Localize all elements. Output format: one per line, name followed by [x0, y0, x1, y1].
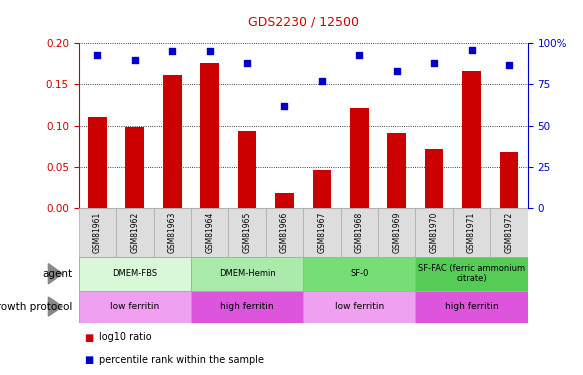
Text: GSM81965: GSM81965 [243, 212, 251, 254]
Bar [79, 257, 191, 291]
Text: ■: ■ [85, 355, 94, 365]
Bar [191, 208, 229, 257]
Bar [500, 152, 518, 208]
Text: low ferritin: low ferritin [335, 302, 384, 311]
Text: percentile rank within the sample: percentile rank within the sample [99, 355, 264, 365]
Point [205, 48, 215, 54]
Text: SF-FAC (ferric ammonium
citrate): SF-FAC (ferric ammonium citrate) [418, 264, 525, 284]
Text: high ferritin: high ferritin [445, 302, 498, 311]
Bar [191, 291, 303, 322]
Bar [425, 149, 444, 208]
Bar [191, 257, 303, 291]
Text: growth protocol: growth protocol [0, 302, 73, 312]
Bar [266, 208, 303, 257]
Text: DMEM-FBS: DMEM-FBS [113, 269, 157, 278]
Polygon shape [48, 264, 62, 284]
Point [392, 68, 401, 74]
Text: SF-0: SF-0 [350, 269, 368, 278]
Bar [340, 208, 378, 257]
Bar [453, 208, 490, 257]
Text: GSM81971: GSM81971 [467, 212, 476, 253]
Bar [88, 117, 107, 208]
Bar [415, 208, 453, 257]
Text: GSM81962: GSM81962 [131, 212, 139, 253]
Point [430, 60, 439, 66]
Bar [229, 208, 266, 257]
Bar [303, 208, 340, 257]
Bar [125, 127, 144, 208]
Point [130, 57, 139, 63]
Point [504, 62, 514, 68]
Bar [415, 257, 528, 291]
Bar [387, 133, 406, 208]
Bar [490, 208, 528, 257]
Point [317, 78, 326, 84]
Text: GSM81972: GSM81972 [504, 212, 514, 253]
Text: GSM81969: GSM81969 [392, 212, 401, 254]
Text: GSM81968: GSM81968 [355, 212, 364, 253]
Text: ■: ■ [85, 333, 94, 342]
Text: GSM81970: GSM81970 [430, 212, 438, 254]
Bar [163, 75, 181, 208]
Text: GSM81967: GSM81967 [317, 212, 326, 254]
Bar [462, 71, 481, 208]
Text: GSM81964: GSM81964 [205, 212, 214, 254]
Bar [79, 208, 116, 257]
Bar [238, 131, 257, 208]
Bar [79, 291, 191, 322]
Bar [153, 208, 191, 257]
Point [243, 60, 252, 66]
Bar [378, 208, 415, 257]
Text: GDS2230 / 12500: GDS2230 / 12500 [248, 15, 359, 28]
Text: high ferritin: high ferritin [220, 302, 274, 311]
Polygon shape [48, 297, 62, 316]
Text: agent: agent [43, 269, 73, 279]
Bar [350, 108, 368, 208]
Point [467, 47, 476, 53]
Text: DMEM-Hemin: DMEM-Hemin [219, 269, 275, 278]
Point [93, 52, 102, 58]
Bar [303, 257, 415, 291]
Text: GSM81961: GSM81961 [93, 212, 102, 253]
Bar [275, 193, 294, 208]
Text: low ferritin: low ferritin [110, 302, 159, 311]
Point [167, 48, 177, 54]
Text: log10 ratio: log10 ratio [99, 333, 152, 342]
Bar [201, 63, 219, 208]
Bar [312, 170, 331, 208]
Bar [415, 291, 528, 322]
Text: GSM81966: GSM81966 [280, 212, 289, 254]
Point [354, 52, 364, 58]
Bar [303, 291, 415, 322]
Text: GSM81963: GSM81963 [168, 212, 177, 254]
Bar [116, 208, 153, 257]
Point [280, 103, 289, 109]
